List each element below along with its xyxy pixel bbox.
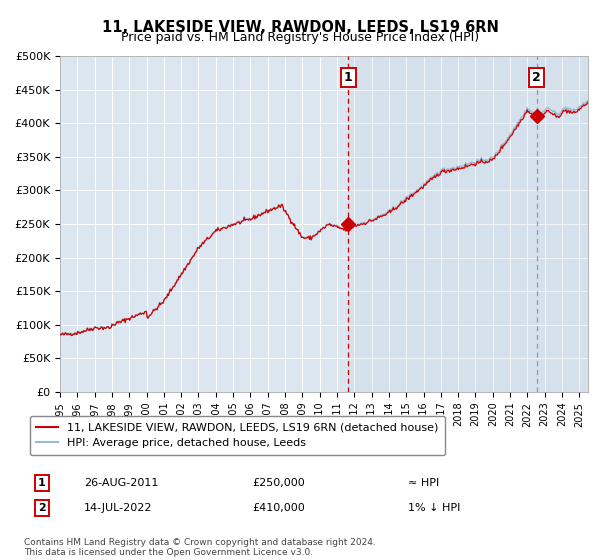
Text: Price paid vs. HM Land Registry's House Price Index (HPI): Price paid vs. HM Land Registry's House … [121,31,479,44]
Text: Contains HM Land Registry data © Crown copyright and database right 2024.
This d: Contains HM Land Registry data © Crown c… [24,538,376,557]
Text: 1% ↓ HPI: 1% ↓ HPI [408,503,460,513]
Legend: 11, LAKESIDE VIEW, RAWDON, LEEDS, LS19 6RN (detached house), HPI: Average price,: 11, LAKESIDE VIEW, RAWDON, LEEDS, LS19 6… [29,416,445,455]
Text: 26-AUG-2011: 26-AUG-2011 [84,478,158,488]
Text: ≈ HPI: ≈ HPI [408,478,439,488]
Text: 2: 2 [532,71,541,84]
Text: 14-JUL-2022: 14-JUL-2022 [84,503,152,513]
Text: £250,000: £250,000 [252,478,305,488]
Text: £410,000: £410,000 [252,503,305,513]
Text: 11, LAKESIDE VIEW, RAWDON, LEEDS, LS19 6RN: 11, LAKESIDE VIEW, RAWDON, LEEDS, LS19 6… [101,20,499,35]
Text: 2: 2 [38,503,46,513]
Text: 1: 1 [344,71,353,84]
Text: 1: 1 [38,478,46,488]
Bar [348,56,600,392]
